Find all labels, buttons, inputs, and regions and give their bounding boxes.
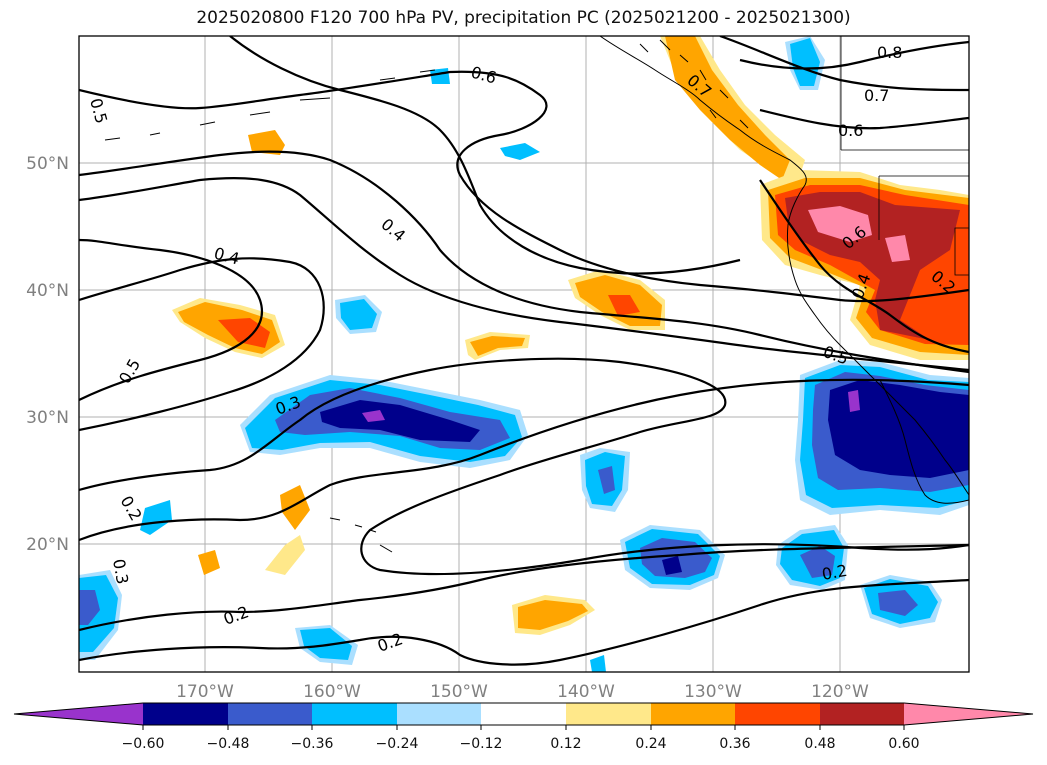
colorbar-tick-label: −0.36 — [291, 736, 334, 752]
positive-anomaly-blobs — [172, 36, 969, 635]
colorbar-tick-label: 0.36 — [719, 736, 750, 752]
colorbar-tick-label: −0.60 — [122, 736, 165, 752]
colorbar-segment — [904, 703, 1033, 725]
lat-label: 30°N — [26, 408, 69, 428]
colorbar-tick-label: 0.60 — [888, 736, 919, 752]
colorbar-tick-label: −0.12 — [460, 736, 503, 752]
isoline-label: 0.8 — [877, 43, 902, 62]
lon-label: 150°W — [430, 682, 488, 702]
coastlines — [104, 36, 969, 553]
isoline-label: 0.6 — [838, 121, 863, 140]
colorbar-segment — [143, 703, 228, 725]
lon-label: 120°W — [811, 682, 869, 702]
isoline-label: 0.7 — [864, 86, 889, 105]
pv-contours — [79, 36, 969, 666]
colorbar-ticks — [142, 725, 905, 730]
negative-anomaly-blobs — [79, 36, 969, 672]
colorbar-segment — [481, 703, 566, 725]
colorbar-tick-label: 0.24 — [635, 736, 666, 752]
map-title: 2025020800 F120 700 hPa PV, precipitatio… — [196, 8, 851, 28]
colorbar-segment — [312, 703, 397, 725]
colorbar-tick-label: 0.12 — [550, 736, 581, 752]
latitude-labels: 50°N 40°N 30°N 20°N — [26, 154, 69, 555]
colorbar-segment — [566, 703, 651, 725]
colorbar-segment — [228, 703, 312, 725]
colorbar-segment — [820, 703, 904, 725]
colorbar-tick-label: −0.48 — [207, 736, 250, 752]
lon-label: 140°W — [557, 682, 615, 702]
lat-label: 50°N — [26, 154, 69, 174]
lon-label: 130°W — [684, 682, 742, 702]
lat-label: 40°N — [26, 281, 69, 301]
colorbar-segment — [735, 703, 820, 725]
colorbar-tick-label: 0.48 — [804, 736, 835, 752]
colorbar-segment — [651, 703, 735, 725]
longitude-labels: 170°W 160°W 150°W 140°W 130°W 120°W — [176, 682, 869, 702]
lat-label: 20°N — [26, 535, 69, 555]
isoline-label: 0.2 — [820, 561, 848, 584]
lon-label: 170°W — [176, 682, 234, 702]
isoline-label: 0.3 — [109, 557, 132, 585]
lon-label: 160°W — [303, 682, 361, 702]
colorbar: −0.60 −0.48 −0.36 −0.24 −0.12 0.12 0.24 … — [13, 702, 1034, 752]
map-frame — [78, 35, 970, 673]
colorbar-segment — [14, 703, 143, 725]
colorbar-segment — [397, 703, 481, 725]
colorbar-tick-label: −0.24 — [376, 736, 419, 752]
map-content — [79, 36, 969, 672]
